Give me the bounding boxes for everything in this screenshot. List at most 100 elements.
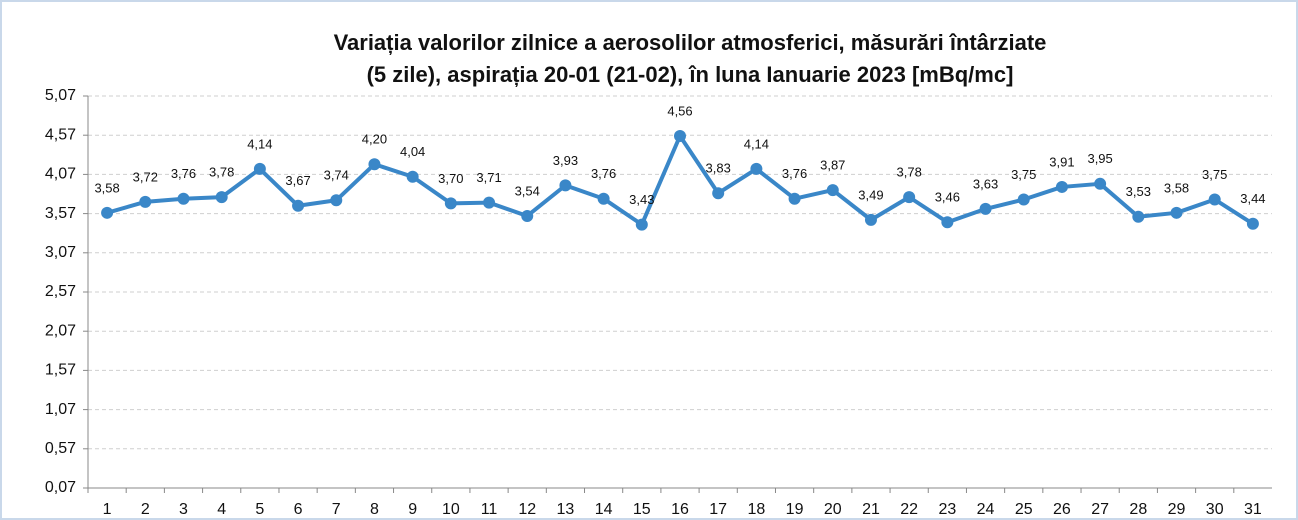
x-tick-label: 11 <box>481 501 498 518</box>
x-tick-label: 17 <box>709 501 727 518</box>
data-label: 3,83 <box>706 161 731 176</box>
data-point <box>177 192 190 205</box>
y-tick-label: 1,57 <box>45 362 76 379</box>
x-tick-label: 21 <box>862 501 880 518</box>
data-label: 4,56 <box>667 103 692 118</box>
x-tick-label: 5 <box>255 501 264 518</box>
data-point <box>1246 217 1259 230</box>
data-point <box>750 162 763 175</box>
data-point <box>1094 177 1107 190</box>
data-label: 4,14 <box>744 136 769 151</box>
x-tick-label: 13 <box>557 501 575 518</box>
data-point <box>597 192 610 205</box>
x-tick-label: 9 <box>408 501 417 518</box>
x-tick-label: 8 <box>370 501 379 518</box>
y-tick-label: 3,07 <box>45 244 76 261</box>
y-tick-label: 0,57 <box>45 440 76 457</box>
data-label: 4,04 <box>400 144 425 159</box>
data-point <box>1132 210 1145 223</box>
data-point <box>712 187 725 200</box>
data-point <box>559 179 572 192</box>
data-label: 3,67 <box>285 173 310 188</box>
data-label: 3,75 <box>1202 167 1227 182</box>
x-tick-label: 24 <box>977 501 995 518</box>
x-tick-label: 27 <box>1091 501 1109 518</box>
x-tick-label: 16 <box>671 501 689 518</box>
x-tick-label: 25 <box>1015 501 1033 518</box>
data-label: 3,58 <box>94 180 119 195</box>
x-tick-label: 2 <box>141 501 150 518</box>
data-label: 3,46 <box>935 190 960 205</box>
data-point <box>483 196 496 209</box>
data-label: 3,71 <box>476 170 501 185</box>
data-label: 4,20 <box>362 132 387 147</box>
data-point <box>635 218 648 231</box>
data-label: 3,76 <box>171 166 196 181</box>
data-point <box>788 192 801 205</box>
data-point <box>406 170 419 183</box>
x-tick-label: 26 <box>1053 501 1071 518</box>
x-tick-label: 22 <box>900 501 918 518</box>
data-label: 3,75 <box>1011 167 1036 182</box>
x-tick-label: 3 <box>179 501 188 518</box>
data-point <box>941 216 954 229</box>
data-point <box>826 184 839 197</box>
x-tick-label: 10 <box>442 501 460 518</box>
x-tick-label: 30 <box>1206 501 1224 518</box>
x-tick-label: 31 <box>1244 501 1262 518</box>
x-tick-label: 7 <box>332 501 341 518</box>
y-tick-label: 1,07 <box>45 401 76 418</box>
data-label: 3,63 <box>973 176 998 191</box>
data-label: 3,87 <box>820 158 845 173</box>
data-point <box>903 191 916 204</box>
x-tick-label: 6 <box>294 501 303 518</box>
data-label: 3,72 <box>133 169 158 184</box>
data-point <box>864 213 877 226</box>
x-tick-label: 29 <box>1168 501 1186 518</box>
data-point <box>292 199 305 212</box>
data-point <box>1170 206 1183 219</box>
data-label: 3,54 <box>515 183 540 198</box>
data-point <box>674 129 686 142</box>
data-label: 3,43 <box>629 192 654 207</box>
data-label: 3,76 <box>591 166 616 181</box>
data-label: 3,44 <box>1240 191 1265 206</box>
data-label: 3,91 <box>1049 154 1074 169</box>
data-point <box>215 191 228 204</box>
x-tick-label: 12 <box>518 501 536 518</box>
data-label: 4,14 <box>247 136 272 151</box>
x-tick-label: 18 <box>747 501 765 518</box>
data-point <box>979 202 992 215</box>
data-label: 3,95 <box>1087 151 1112 166</box>
data-label: 3,76 <box>782 166 807 181</box>
x-tick-label: 14 <box>595 501 613 518</box>
y-tick-label: 4,07 <box>45 166 76 183</box>
data-label: 3,74 <box>324 168 349 183</box>
chart-title: Variația valorilor zilnice a aerosolilor… <box>334 30 1047 55</box>
data-point <box>368 158 381 171</box>
data-label: 3,78 <box>897 165 922 180</box>
data-label: 3,53 <box>1126 184 1151 199</box>
data-point <box>139 195 152 208</box>
data-label: 3,78 <box>209 165 234 180</box>
y-tick-label: 4,57 <box>45 126 76 143</box>
y-tick-label: 5,07 <box>45 87 76 104</box>
y-tick-label: 2,57 <box>45 283 76 300</box>
x-tick-label: 1 <box>103 501 112 518</box>
x-tick-label: 20 <box>824 501 842 518</box>
data-point <box>1208 193 1221 206</box>
data-point <box>1017 193 1030 206</box>
data-point <box>101 206 114 219</box>
chart-title: (5 zile), aspirația 20-01 (21-02), în lu… <box>367 62 1014 87</box>
y-tick-label: 2,07 <box>45 322 76 339</box>
x-tick-label: 15 <box>633 501 651 518</box>
y-tick-label: 0,07 <box>45 479 76 496</box>
data-point <box>253 162 266 175</box>
data-label: 3,70 <box>438 171 463 186</box>
data-point <box>1055 180 1068 193</box>
x-tick-label: 23 <box>938 501 956 518</box>
data-point <box>330 194 343 207</box>
data-point <box>521 209 534 222</box>
